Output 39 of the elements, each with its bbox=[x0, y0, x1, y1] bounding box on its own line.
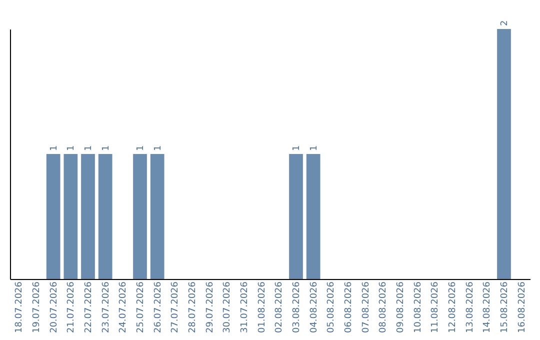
x-tick-label: 11.08.2026 bbox=[430, 281, 441, 334]
data-label: 1 bbox=[101, 145, 112, 151]
x-tick-label: 07.08.2026 bbox=[361, 281, 372, 334]
x-tick-label: 09.08.2026 bbox=[396, 281, 406, 334]
x-tick-label: 25.07.2026 bbox=[136, 281, 146, 334]
data-label: 1 bbox=[309, 145, 320, 151]
x-tick-label: 13.08.2026 bbox=[465, 281, 476, 334]
data-label: 1 bbox=[84, 145, 94, 151]
x-tick-label: 15.08.2026 bbox=[500, 281, 510, 334]
x-tick-label: 05.08.2026 bbox=[326, 281, 337, 334]
x-tick-label: 27.07.2026 bbox=[170, 281, 181, 334]
x-tick-label: 28.07.2026 bbox=[188, 281, 198, 334]
x-tick-label: 22.07.2026 bbox=[84, 281, 94, 334]
x-tick-label: 31.07.2026 bbox=[240, 281, 250, 334]
x-tick-label: 01.08.2026 bbox=[257, 281, 268, 334]
x-tick-label: 29.07.2026 bbox=[205, 281, 216, 334]
x-tick-label: 12.08.2026 bbox=[448, 281, 458, 334]
data-label: 2 bbox=[500, 20, 510, 26]
data-label: 1 bbox=[136, 145, 146, 151]
data-label: 1 bbox=[292, 145, 302, 151]
x-tick-label: 10.08.2026 bbox=[413, 281, 424, 334]
x-tick-label: 21.07.2026 bbox=[66, 281, 77, 334]
x-tick-label: 04.08.2026 bbox=[309, 281, 320, 334]
x-tick-label: 08.08.2026 bbox=[378, 281, 389, 334]
x-tick-label: 24.07.2026 bbox=[118, 281, 129, 334]
x-tick-label: 14.08.2026 bbox=[482, 281, 493, 334]
x-tick-label: 26.07.2026 bbox=[153, 281, 164, 334]
x-tick-label: 02.08.2026 bbox=[274, 281, 285, 334]
x-tick-label: 03.08.2026 bbox=[292, 281, 302, 334]
x-tick-label: 19.07.2026 bbox=[32, 281, 42, 334]
data-label: 1 bbox=[49, 145, 60, 151]
x-tick-label: 23.07.2026 bbox=[101, 281, 112, 334]
x-tick-label: 06.08.2026 bbox=[344, 281, 354, 334]
x-tick-label: 20.07.2026 bbox=[49, 281, 60, 334]
x-tick-label: 18.07.2026 bbox=[14, 281, 25, 334]
x-tick-label: 16.08.2026 bbox=[517, 281, 528, 334]
x-tick-label: 30.07.2026 bbox=[222, 281, 233, 334]
data-label: 1 bbox=[66, 145, 77, 151]
data-label: 1 bbox=[153, 145, 164, 151]
